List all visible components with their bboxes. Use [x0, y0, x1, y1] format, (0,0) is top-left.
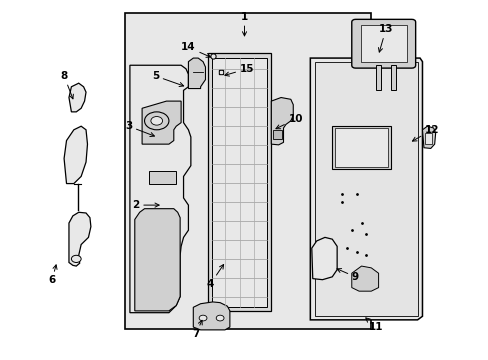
Bar [334, 129, 387, 167]
Polygon shape [310, 58, 422, 320]
Bar [272, 130, 281, 139]
Polygon shape [422, 126, 435, 148]
Polygon shape [207, 53, 271, 311]
Polygon shape [188, 58, 205, 89]
Circle shape [144, 112, 168, 130]
Bar [424, 134, 431, 144]
Text: 14: 14 [181, 42, 210, 57]
FancyBboxPatch shape [351, 19, 415, 68]
Bar [360, 25, 406, 62]
Text: 2: 2 [132, 200, 159, 210]
Polygon shape [69, 83, 86, 112]
Text: 9: 9 [336, 269, 358, 282]
Polygon shape [311, 237, 336, 280]
Text: 10: 10 [275, 114, 302, 129]
Text: 5: 5 [152, 71, 183, 86]
Polygon shape [135, 209, 180, 311]
Circle shape [151, 117, 162, 125]
Text: 3: 3 [125, 121, 154, 136]
Text: 15: 15 [224, 64, 254, 76]
Polygon shape [69, 212, 91, 266]
Text: 8: 8 [61, 71, 73, 99]
Circle shape [216, 315, 224, 321]
Bar [331, 126, 390, 169]
Text: 7: 7 [192, 320, 202, 339]
Bar [125, 13, 370, 329]
Text: 11: 11 [365, 318, 383, 332]
Bar [390, 65, 395, 90]
Polygon shape [271, 98, 293, 145]
Text: 13: 13 [378, 24, 392, 52]
Polygon shape [351, 266, 378, 291]
Circle shape [199, 315, 206, 321]
Text: 12: 12 [411, 125, 439, 141]
Bar [149, 171, 176, 184]
Polygon shape [315, 62, 417, 316]
Text: 6: 6 [48, 265, 57, 285]
Text: 4: 4 [206, 265, 223, 289]
Polygon shape [130, 65, 190, 313]
Text: 1: 1 [241, 12, 247, 36]
Circle shape [71, 255, 81, 262]
Polygon shape [64, 126, 87, 184]
Polygon shape [193, 302, 229, 330]
Bar [375, 65, 380, 90]
Polygon shape [142, 101, 181, 144]
Polygon shape [211, 58, 267, 307]
